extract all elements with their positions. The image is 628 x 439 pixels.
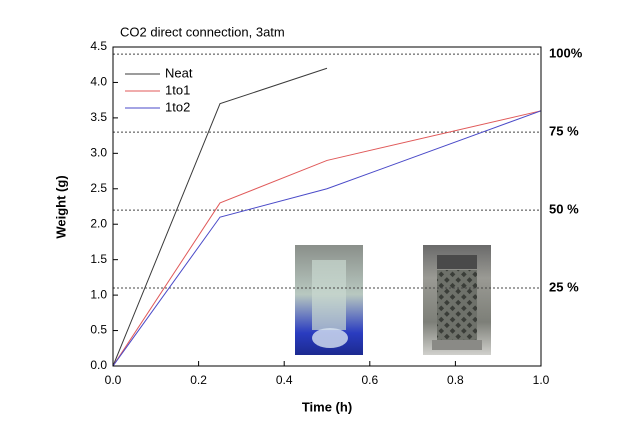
legend-label: 1to1 [165,82,190,97]
x-axis-label: Time (h) [302,399,352,414]
y-tick-label: 4.5 [90,39,107,53]
x-tick-label: 1.0 [533,373,550,387]
photo-right [423,245,491,355]
plot-frame [112,46,542,367]
series-line [112,110,542,367]
y2-tick-label: 75 % [549,124,579,139]
photo-left [295,245,363,355]
y-tick-label: 2.5 [90,181,107,195]
y-tick-label: 2.0 [90,216,107,230]
chart-title: CO2 direct connection, 3atm [120,24,285,39]
legend-label: 1to2 [165,99,190,114]
y2-tick-label: 25 % [549,279,579,294]
x-tick-label: 0.8 [447,373,464,387]
series-line [112,67,328,367]
y-tick-label: 3.5 [90,110,107,124]
x-tick-label: 0.0 [105,373,122,387]
legend-label: Neat [165,65,193,80]
x-tick-label: 0.4 [276,373,293,387]
y2-tick-label: 100% [549,46,583,61]
y-tick-label: 4.0 [90,75,107,89]
y-tick-label: 1.0 [90,287,107,301]
y-axis-label: Weight (g) [53,175,68,238]
x-tick-label: 0.2 [190,373,207,387]
y-tick-label: 3.0 [90,146,107,160]
y-tick-label: 1.5 [90,252,107,266]
y-tick-label: 0.5 [90,323,107,337]
series-line [112,110,542,367]
x-tick-label: 0.6 [361,373,378,387]
y-tick-label: 0.0 [90,358,107,372]
y2-tick-label: 50 % [549,202,579,217]
